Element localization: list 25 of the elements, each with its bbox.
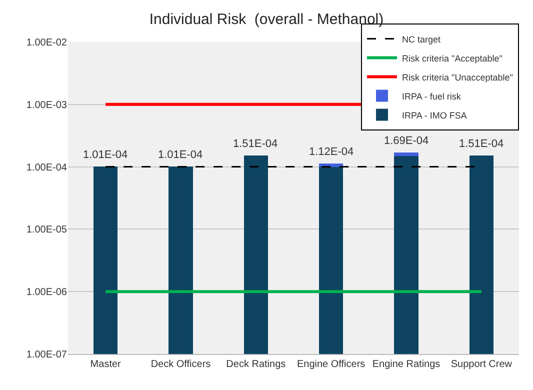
x-tick-label: Deck Officers [150, 359, 211, 370]
total-label: 1.01E-04 [158, 149, 203, 161]
legend-label: IRPA - fuel risk [402, 91, 462, 102]
total-label: 1.01E-04 [83, 149, 128, 161]
legend-label: NC target [402, 34, 442, 44]
y-tick-label: 1.00E-02 [26, 38, 68, 48]
y-tick-label: 1.00E-05 [26, 224, 68, 236]
x-tick-label: Deck Ratings [226, 359, 286, 370]
y-tick-label: 1.00E-04 [26, 162, 68, 174]
x-tick-label: Support Crew [450, 359, 513, 370]
y-tick-label: 1.00E-07 [26, 350, 68, 360]
total-label: 1.69E-04 [384, 135, 429, 147]
total-label: 1.51E-04 [459, 138, 504, 150]
total-label: 1.12E-04 [309, 146, 354, 158]
legend-label: IRPA - IMO FSA [402, 110, 467, 120]
legend-label: Risk criteria "Unacceptable" [402, 72, 513, 82]
y-tick-label: 1.00E-03 [26, 100, 68, 111]
legend-label: Risk criteria "Acceptable" [402, 53, 502, 64]
total-label: 1.51E-04 [233, 138, 278, 150]
y-tick-label: 1.00E-06 [26, 287, 68, 298]
chart-title: Individual Risk (overall - Methanol) [149, 11, 384, 28]
x-tick-label: Engine Officers [296, 359, 366, 370]
bar [394, 152, 418, 156]
x-tick-label: Engine Ratings [372, 359, 440, 370]
x-tick-label: Master [90, 359, 122, 370]
